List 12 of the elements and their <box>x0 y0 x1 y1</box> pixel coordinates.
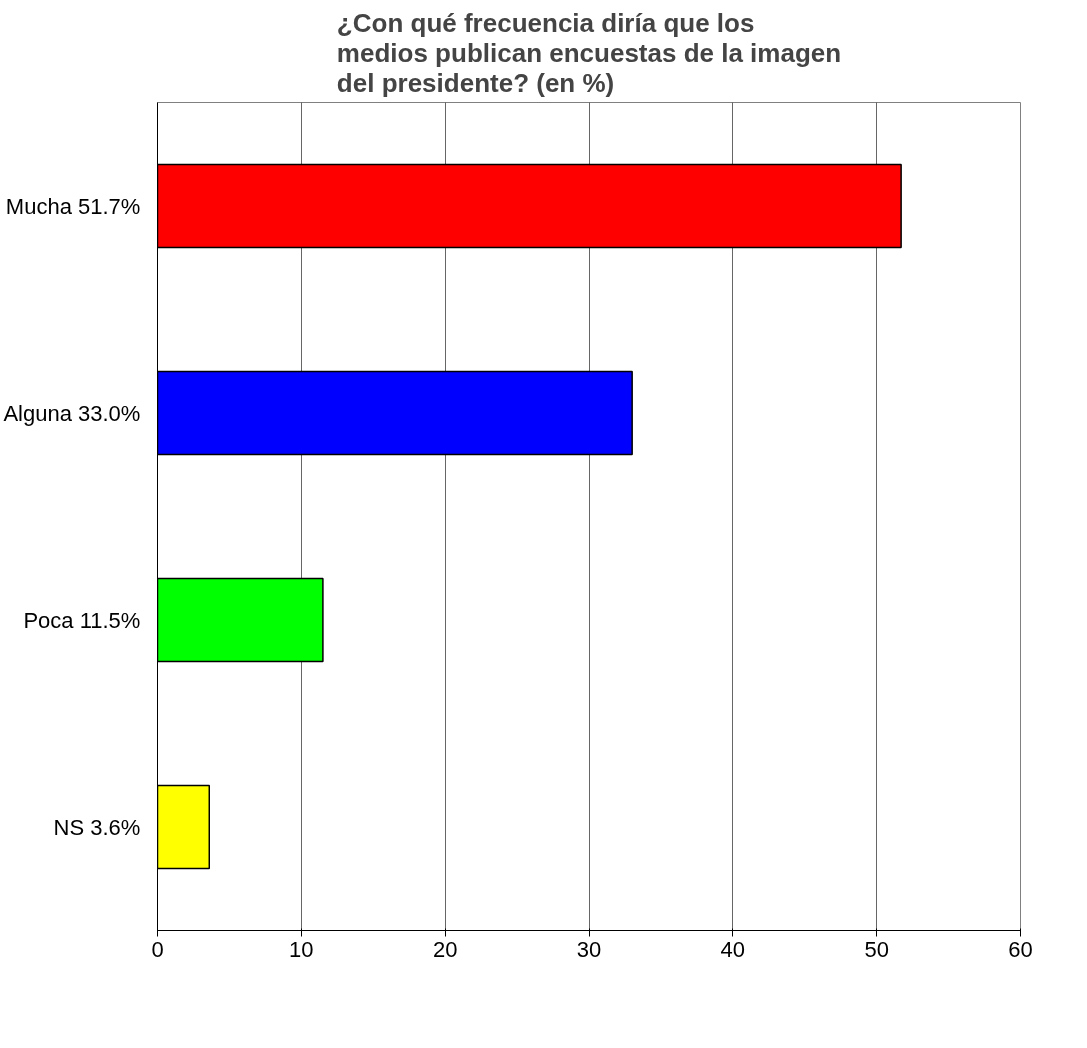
x-tick-label: 50 <box>864 936 889 962</box>
y-tick-label: Alguna 33.0% <box>3 400 141 426</box>
x-tick-label: 40 <box>720 936 746 962</box>
x-tick-label: 0 <box>151 936 164 962</box>
y-tick-label: Poca 11.5% <box>23 607 141 633</box>
x-tick-label: 30 <box>576 936 602 962</box>
x-tick-label: 20 <box>432 936 458 962</box>
chart-title: ¿Con qué frecuencia diría que los medios publican encuestas de la imagen del presidente? (en %) <box>336 7 842 98</box>
x-tick-label: 60 <box>1008 936 1033 962</box>
x-tick-label: 10 <box>289 936 314 962</box>
y-tick-label: Mucha 51.7% <box>5 193 141 219</box>
y-tick-label: NS 3.6% <box>53 814 141 840</box>
